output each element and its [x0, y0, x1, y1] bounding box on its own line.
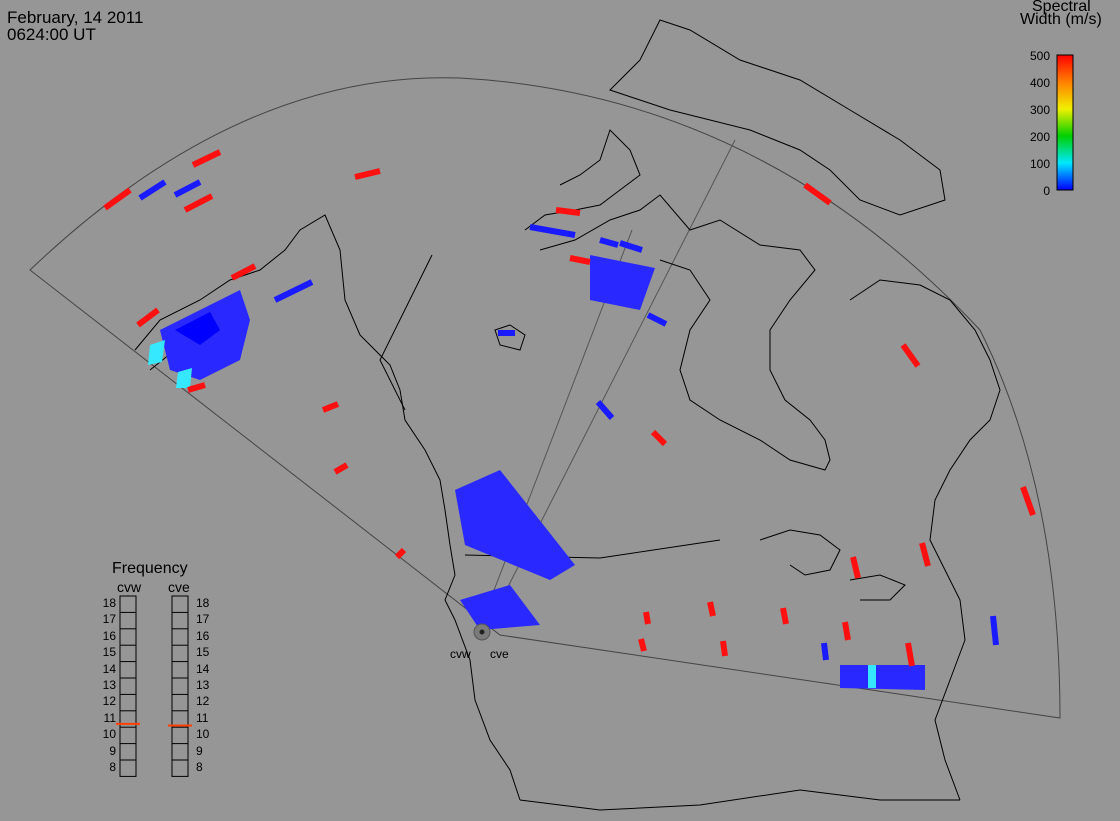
colorbar-tick-label: 300 — [1029, 103, 1050, 117]
frequency-tick-label-cvw: 8 — [109, 760, 116, 774]
colorbar-tick-label: 400 — [1029, 76, 1050, 90]
frequency-scale-box — [171, 595, 189, 777]
frequency-tick-label-cvw: 11 — [103, 710, 116, 725]
frequency-tick-label-cvw: 10 — [102, 727, 116, 742]
frequency-tick-label-cvw: 13 — [102, 678, 116, 692]
frequency-tick-label-cve: 16 — [196, 628, 210, 643]
frequency-tick-label-cve: 17 — [196, 612, 210, 627]
frequency-tick-label-cvw: 9 — [109, 743, 116, 758]
coastlines — [134, 19, 1001, 811]
frequency-tick-label-cve: 12 — [196, 694, 210, 709]
frequency-tick-label-cvw: 17 — [102, 612, 116, 627]
frequency-scale-cve — [168, 595, 192, 777]
plot-time: 0624:00 UT — [7, 25, 96, 44]
colorbar-title-line2: Width (m/s) — [1020, 11, 1102, 28]
frequency-tick-label-cve: 10 — [196, 727, 210, 742]
frequency-tick-label-cvw: 16 — [102, 628, 116, 643]
frequency-tick-label-cvw: 12 — [102, 694, 116, 709]
frequency-tick-label-cvw: 18 — [102, 596, 116, 610]
scatter-cells — [103, 149, 1036, 690]
plot-date: February, 14 2011 — [7, 8, 144, 27]
frequency-scale-box — [119, 595, 137, 777]
colorbar-tick-label: 0 — [1043, 184, 1050, 198]
colorbar-tick-label: 500 — [1029, 49, 1050, 63]
frequency-tick-label-cve: 11 — [196, 710, 209, 725]
frequency-label-cvw: cvw — [117, 579, 142, 595]
frequency-tick-label-cvw: 14 — [102, 661, 116, 676]
radar-label-cve: cve — [490, 647, 509, 661]
frequency-tick-label-cve: 13 — [196, 678, 210, 692]
frequency-title: Frequency — [112, 560, 188, 577]
political-boundaries — [379, 254, 721, 559]
frequency-tick-label-cve: 14 — [196, 661, 210, 676]
frequency-tick-label-cve: 9 — [196, 743, 203, 758]
frequency-tick-label-cve: 8 — [196, 760, 203, 774]
radar-label-cvw: cvw — [450, 647, 471, 661]
colorbar-tick-label: 200 — [1029, 130, 1050, 144]
frequency-tick-label-cve: 18 — [196, 596, 210, 610]
colorbar-title-line1: Spectral — [1032, 0, 1091, 15]
frequency-label-cve: cve — [168, 579, 190, 595]
frequency-tick-label-cvw: 15 — [102, 645, 116, 660]
frequency-scale-cvw — [116, 595, 140, 777]
frequency-tick-label-cve: 15 — [196, 645, 210, 660]
fov-outline — [29, 77, 1061, 719]
radar-site-dot — [479, 629, 485, 635]
color-bar — [1056, 54, 1074, 191]
colorbar-tick-label: 100 — [1029, 157, 1050, 171]
